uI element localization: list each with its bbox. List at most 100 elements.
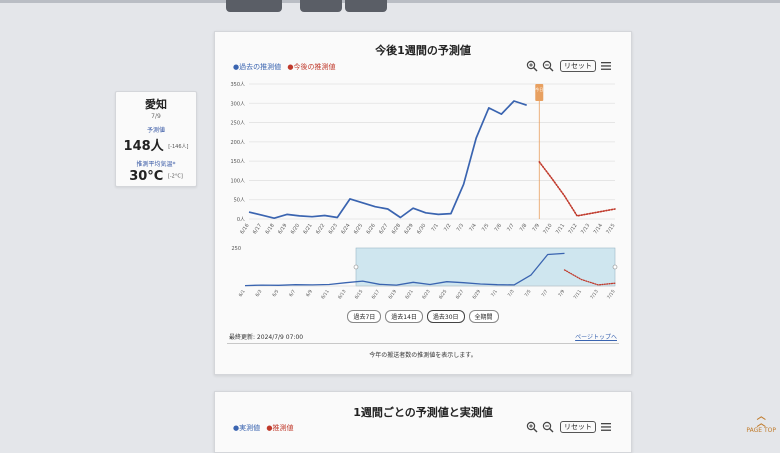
x-tick-label: 6/26: [365, 223, 376, 236]
y-tick-label: 50人: [234, 198, 245, 204]
navigator-x-tick: 6/23: [421, 289, 432, 301]
navigator-series-0: [244, 252, 565, 287]
x-tick-label: 6/24: [340, 223, 351, 236]
chart-legend: ●過去の推測値 ●今後の推測値: [233, 62, 335, 72]
x-tick-label: 6/20: [290, 223, 301, 236]
navigator-x-tick: 6/3: [254, 289, 263, 298]
prediction-diff: [-146人]: [168, 144, 189, 150]
x-tick-label: 7/13: [580, 223, 591, 236]
chart-title-2: 1週間ごとの予測値と実測値: [353, 406, 493, 419]
chart-title: 今後1週間の予測値: [375, 44, 471, 57]
x-tick-label: 6/19: [277, 223, 288, 236]
prefecture-name: 愛知: [145, 98, 167, 111]
prefecture-summary-card: 愛知 7/9 予測値 148人 [-146人] 推測平均気温* 30°C [-2…: [115, 91, 197, 187]
navigator-x-tick: 6/5: [271, 289, 280, 298]
reset-zoom-button-2[interactable]: リセット: [560, 421, 596, 433]
temperature-number: 30°C: [129, 169, 164, 184]
navigator-series-1: [563, 269, 616, 286]
navigator-x-tick: 6/27: [455, 289, 466, 301]
x-tick-label: 6/29: [403, 223, 414, 236]
navigator-x-tick: 6/1: [238, 289, 247, 298]
x-tick-label: 7/8: [519, 223, 529, 233]
navigator-y-label: 250: [231, 246, 241, 252]
temperature-diff: [-2°C]: [167, 173, 183, 180]
y-tick-label: 250人: [230, 121, 245, 127]
navigator-x-tick: 6/9: [305, 289, 314, 298]
series-line-0: [248, 100, 527, 220]
navigator-handle-right: [612, 264, 618, 270]
x-tick-label: 7/4: [468, 223, 478, 233]
top-tab[interactable]: [226, 0, 282, 12]
navigator-x-tick: 7/11: [572, 289, 583, 301]
zoom-in-icon[interactable]: [526, 60, 538, 72]
chart-toolbar: リセット: [526, 60, 611, 72]
y-tick-label: 100人: [230, 178, 245, 184]
navigator-x-tick: 6/11: [320, 289, 331, 301]
legend-item-actual[interactable]: ●実測値: [233, 424, 261, 432]
x-tick-label: 6/23: [328, 223, 339, 236]
chevron-up-icon: ︿ ︿: [756, 412, 766, 429]
navigator-x-tick: 6/25: [438, 289, 449, 301]
x-tick-label: 7/2: [443, 223, 453, 233]
x-tick-label: 6/28: [391, 223, 402, 236]
browser-top-strip: [0, 0, 780, 3]
menu-icon[interactable]: [601, 423, 611, 431]
reset-zoom-button[interactable]: リセット: [560, 60, 596, 72]
navigator-x-tick: 6/17: [370, 289, 381, 301]
period-button-30d[interactable]: 過去30日: [426, 310, 465, 323]
zoom-out-icon[interactable]: [542, 60, 554, 72]
divider: [227, 343, 619, 344]
menu-icon[interactable]: [601, 62, 611, 70]
x-tick-label: 7/12: [567, 223, 578, 236]
navigator-x-tick: 7/13: [589, 289, 600, 301]
navigator-x-tick: 6/15: [354, 289, 365, 301]
period-button-7d[interactable]: 過去7日: [347, 310, 382, 323]
navigator-x-tick: 7/9: [557, 289, 566, 298]
period-button-14d[interactable]: 過去14日: [385, 310, 423, 323]
x-tick-label: 6/27: [378, 223, 389, 236]
zoom-in-icon[interactable]: [526, 421, 538, 433]
navigator-x-tick: 6/7: [288, 289, 297, 298]
x-tick-label: 7/7: [506, 223, 516, 233]
today-marker-label: 今日: [535, 86, 543, 92]
last-updated: 最終更新: 2024/7/9 07:00: [229, 334, 304, 341]
period-button-all[interactable]: 全期間: [468, 310, 499, 323]
navigator-x-tick: 7/7: [540, 289, 549, 298]
x-tick-label: 7/14: [593, 223, 604, 236]
navigator-handle-left: [353, 264, 359, 270]
x-tick-label: 7/15: [605, 223, 616, 236]
zoom-out-icon[interactable]: [542, 421, 554, 433]
series-line-1: [538, 161, 616, 217]
page-top-link[interactable]: ページトップへ: [575, 334, 617, 341]
page-top-button[interactable]: ︿ ︿ PAGE TOP: [746, 412, 776, 434]
temperature-value: 30°C [-2°C]: [116, 169, 196, 184]
legend-item-future[interactable]: ●今後の推測値: [287, 63, 336, 71]
navigator-chart[interactable]: 250 6/1 6/3 6/5 6/7 6/9 6/11 6/13 6/15 6/17 6/19 6/…: [215, 242, 631, 302]
x-tick-label: 6/17: [252, 223, 263, 236]
temperature-label: 推測平均気温*: [136, 161, 176, 168]
x-tick-label: 6/21: [302, 223, 313, 236]
navigator-x-tick: 6/13: [337, 289, 348, 301]
x-tick-label: 6/22: [315, 223, 326, 236]
y-tick-label: 200人: [230, 140, 245, 146]
prediction-label: 予測値: [146, 127, 165, 134]
summary-date: 7/9: [151, 113, 161, 120]
navigator-x-tick: 7/1: [490, 289, 499, 298]
x-tick-label: 6/25: [353, 223, 364, 236]
top-tab[interactable]: [300, 0, 342, 12]
x-tick-label: 7/6: [494, 223, 504, 233]
legend-item-pred[interactable]: ●推測値: [266, 424, 294, 432]
today-marker-flag: [535, 84, 544, 101]
top-tab[interactable]: [345, 0, 387, 12]
y-tick-label: 350人: [230, 82, 245, 88]
x-tick-label: 6/18: [265, 223, 276, 236]
x-tick-label: 7/5: [481, 223, 491, 233]
legend-item-past[interactable]: ●過去の推測値: [233, 63, 282, 71]
navigator-x-tick: 7/3: [507, 289, 516, 298]
y-tick-label: 0人: [237, 217, 245, 223]
weekly-forecast-card: 今後1週間の予測値 ●過去の推測値 ●今後の推測値 リセット 0人 50人 100人…: [214, 31, 632, 375]
navigator-selection: [355, 247, 616, 287]
weekly-actual-card: 1週間ごとの予測値と実測値 ●実測値 ●推測値 リセット: [214, 391, 632, 453]
chart-toolbar-2: リセット: [526, 421, 611, 433]
